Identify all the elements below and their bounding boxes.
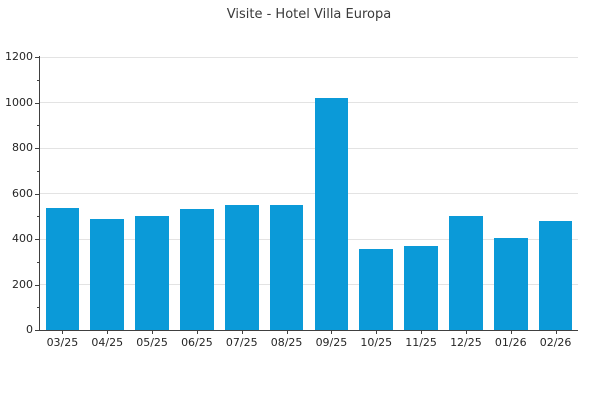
x-tick <box>510 331 512 334</box>
y-tick-minor <box>37 170 39 172</box>
y-tick-label: 0 <box>26 323 33 336</box>
x-tick-label: 06/25 <box>181 336 213 349</box>
y-tick-minor <box>37 125 39 127</box>
x-tick <box>421 331 423 334</box>
y-tick-label: 800 <box>12 141 33 154</box>
x-tick <box>555 331 557 334</box>
y-tick-minor <box>37 307 39 309</box>
x-axis-line <box>39 330 578 331</box>
bar <box>404 245 438 330</box>
y-tick-major <box>35 330 39 331</box>
gridline <box>40 147 578 149</box>
bar <box>45 208 80 330</box>
bar <box>90 218 125 330</box>
x-tick-label: 02/26 <box>539 336 572 349</box>
bar <box>135 216 169 330</box>
y-tick-label: 600 <box>12 186 33 200</box>
y-tick-minor <box>37 79 39 81</box>
bar <box>359 249 394 330</box>
x-tick-label: 11/25 <box>405 336 437 349</box>
x-tick <box>465 331 467 334</box>
y-tick-major <box>35 102 39 104</box>
bar <box>449 216 483 330</box>
y-tick-major <box>35 148 39 149</box>
x-tick-label: 10/25 <box>360 336 393 349</box>
bar <box>180 209 214 330</box>
bar <box>224 204 259 330</box>
gridline <box>40 193 578 194</box>
y-tick-major <box>35 193 39 195</box>
y-tick-minor <box>37 261 39 263</box>
gridline <box>40 238 578 240</box>
y-tick-minor <box>37 216 39 218</box>
y-tick-label: 1000 <box>5 95 33 109</box>
chart-title: Visite - Hotel Villa Europa <box>226 7 392 22</box>
bar <box>538 220 573 330</box>
x-tick-label: 09/25 <box>315 336 348 349</box>
x-tick-label: 07/25 <box>225 336 258 349</box>
x-tick-label: 03/25 <box>46 336 79 349</box>
y-tick-major <box>35 284 39 286</box>
x-tick <box>152 331 154 334</box>
x-tick-label: 04/25 <box>91 336 124 349</box>
y-tick-label: 400 <box>12 232 33 245</box>
bar <box>269 204 304 330</box>
x-tick <box>62 331 64 334</box>
y-tick-label: 200 <box>12 277 33 291</box>
x-tick <box>241 331 243 334</box>
x-tick <box>107 331 109 334</box>
x-tick-label: 05/25 <box>136 336 168 349</box>
x-tick-label: 08/25 <box>270 336 303 349</box>
y-axis-line <box>39 56 40 331</box>
gridline <box>40 284 578 285</box>
gridline <box>40 102 578 103</box>
x-tick-label: 12/25 <box>450 336 482 349</box>
bar <box>314 97 349 330</box>
x-tick <box>196 331 198 334</box>
x-tick <box>331 331 333 334</box>
y-tick-major <box>35 57 39 58</box>
y-tick-label: 1200 <box>5 50 33 63</box>
x-tick <box>286 331 288 334</box>
gridline <box>40 56 578 58</box>
bar <box>493 237 528 330</box>
x-tick-label: 01/26 <box>494 336 527 349</box>
y-tick-major <box>35 239 39 240</box>
x-tick <box>376 331 378 334</box>
